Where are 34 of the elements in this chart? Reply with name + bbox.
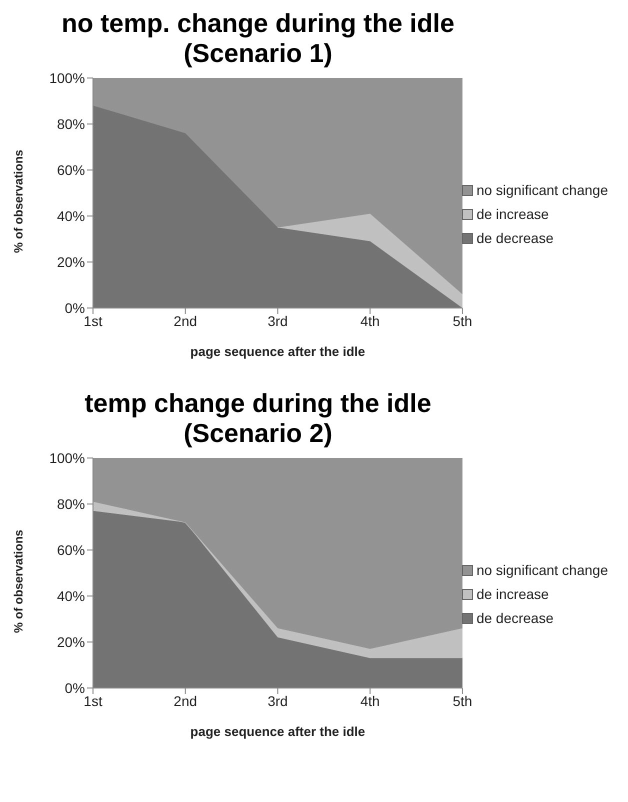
chart-title: temp change during the idle (Scenario 2) [84,388,432,448]
x-tick-label: 3rd [268,692,288,709]
y-tick-label: 100% [49,70,85,86]
legend-label: de increase [476,206,549,222]
x-tick-label: 2nd [174,692,198,709]
y-tick-label: 20% [56,254,85,270]
x-axis-title: page sequence after the idle [190,344,366,359]
y-axis-title: % of observations [11,149,26,253]
legend-label: de increase [476,586,549,602]
x-tick-label: 5th [452,692,472,709]
chart-title: no temp. change during the idle (Scenario 1) [60,8,456,68]
x-axis-title: page sequence after the idle [190,724,366,739]
y-tick-label: 40% [56,208,85,224]
y-tick-label: 0% [64,300,85,316]
x-tick-label: 4th [360,312,380,329]
y-tick-label: 60% [56,162,85,178]
y-tick-label: 60% [56,542,85,558]
y-tick-label: 20% [56,634,85,650]
y-tick-label: 80% [56,116,85,132]
y-tick-label: 40% [56,588,85,604]
series-label: no significant change [476,562,608,578]
x-tick-label: 1st [84,312,102,329]
y-tick-label: 100% [49,450,85,466]
series-label: no significant change [476,182,608,198]
x-tick-label: 1st [84,692,102,709]
x-tick-label: 2nd [174,312,198,329]
x-tick-label: 5th [452,312,472,329]
x-tick-label: 3rd [268,312,288,329]
legend-label: de decrease [476,230,554,246]
y-tick-label: 0% [64,680,85,696]
x-tick-label: 4th [360,692,380,709]
y-tick-label: 80% [56,496,85,512]
legend-label: de decrease [476,610,554,626]
y-axis-title: % of observations [11,529,26,633]
